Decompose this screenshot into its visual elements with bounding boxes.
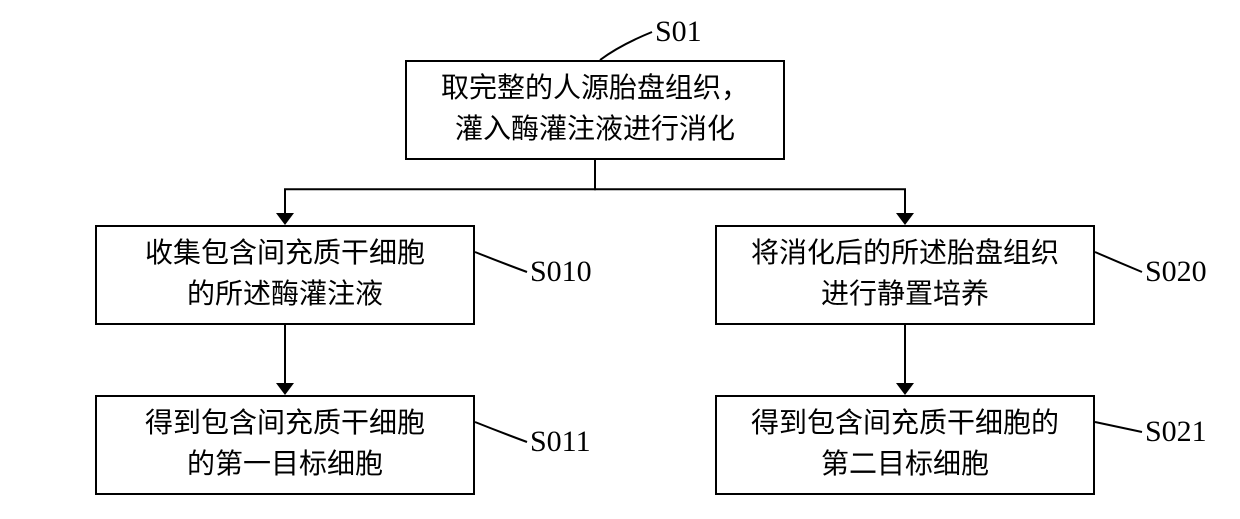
node-s011: 得到包含间充质干细胞的第一目标细胞 — [95, 395, 475, 495]
label-s011: S011 — [530, 425, 591, 459]
node-s011-text: 得到包含间充质干细胞的第一目标细胞 — [145, 404, 425, 485]
node-s021-text: 得到包含间充质干细胞的第二目标细胞 — [751, 404, 1059, 485]
label-s01: S01 — [655, 15, 702, 49]
label-s021: S021 — [1145, 415, 1207, 449]
node-s01: 取完整的人源胎盘组织，灌入酶灌注液进行消化 — [405, 60, 785, 160]
node-s020-text: 将消化后的所述胎盘组织进行静置培养 — [751, 234, 1059, 315]
node-s021: 得到包含间充质干细胞的第二目标细胞 — [715, 395, 1095, 495]
flowchart-container: 取完整的人源胎盘组织，灌入酶灌注液进行消化 收集包含间充质干细胞的所述酶灌注液 … — [0, 0, 1240, 519]
node-s01-text: 取完整的人源胎盘组织，灌入酶灌注液进行消化 — [441, 69, 749, 150]
node-s020: 将消化后的所述胎盘组织进行静置培养 — [715, 225, 1095, 325]
node-s010-text: 收集包含间充质干细胞的所述酶灌注液 — [145, 234, 425, 315]
node-s010: 收集包含间充质干细胞的所述酶灌注液 — [95, 225, 475, 325]
label-s020: S020 — [1145, 255, 1207, 289]
label-s010: S010 — [530, 255, 592, 289]
